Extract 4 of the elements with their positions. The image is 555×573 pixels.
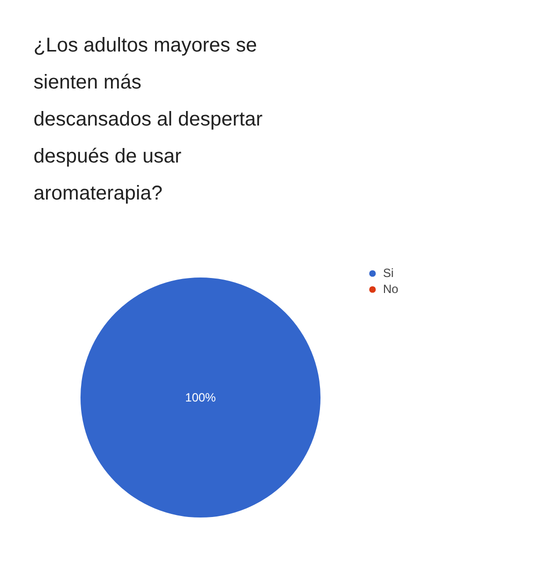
chart-title: ¿Los adultos mayores se sienten más descansados al despertar después de usar aromaterapia? (34, 34, 263, 204)
legend-label: No (383, 282, 400, 296)
data-label: 100% (185, 390, 216, 404)
legend-label: Si (383, 266, 395, 280)
